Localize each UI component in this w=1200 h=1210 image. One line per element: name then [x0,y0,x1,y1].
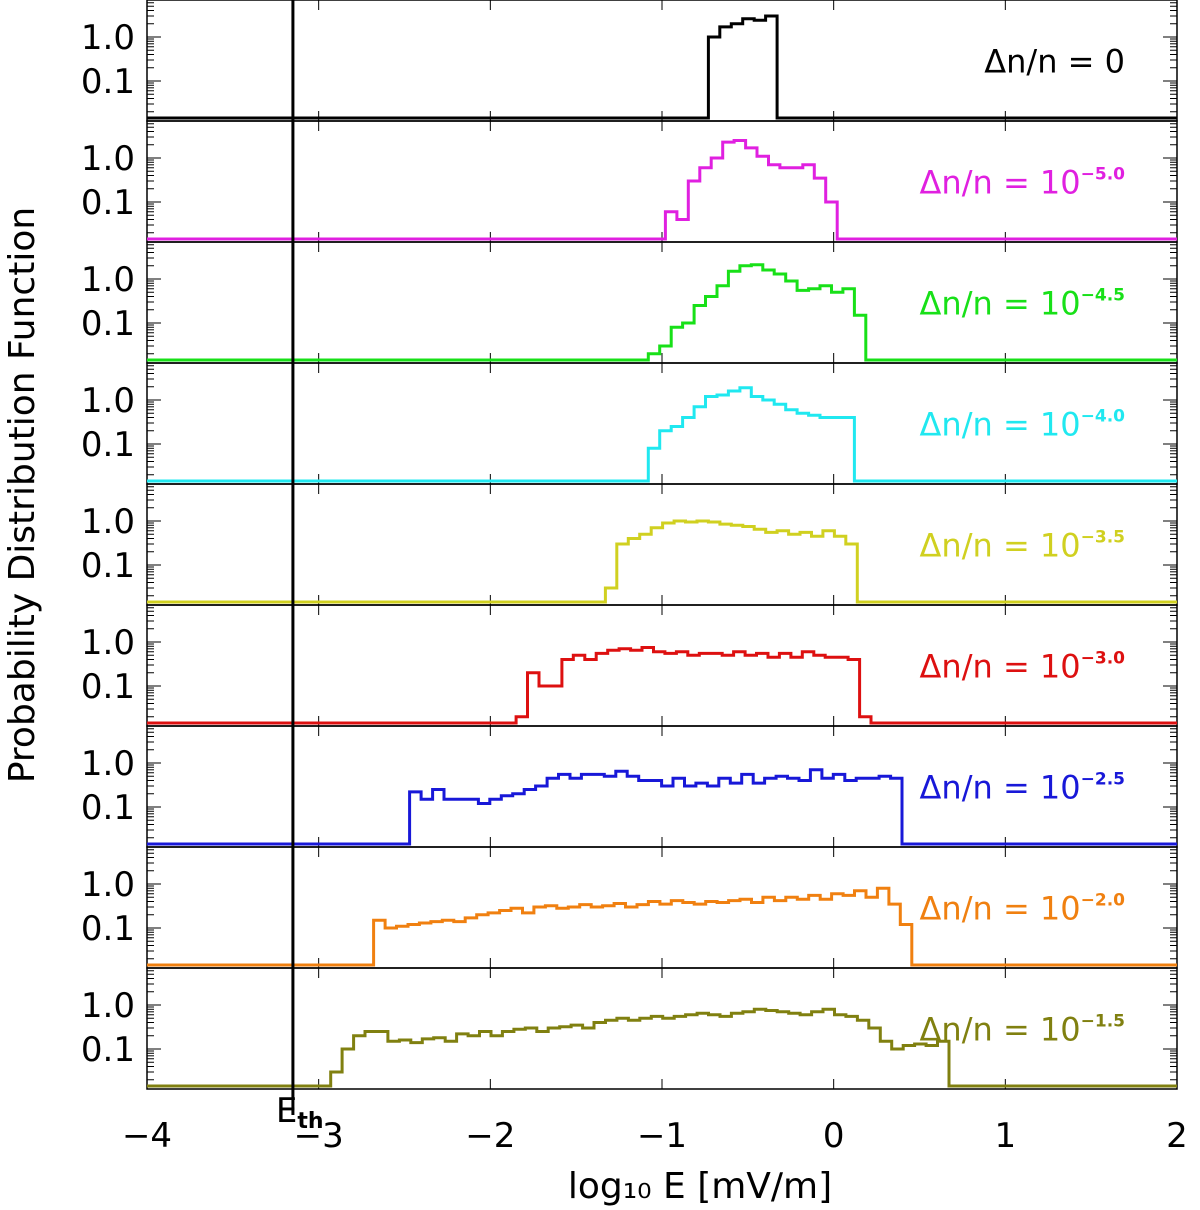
series-label: Δn/n = 10−3.5 [920,527,1125,565]
series-label-exponent: −4.0 [1081,407,1126,427]
y-tick-label: 1.0 [81,986,135,1026]
panel: 1.00.1 Δn/n = 10−4.0 [81,362,1178,485]
series-label: Δn/n = 10−2.5 [920,769,1125,807]
y-tick-label: 1.0 [81,139,135,179]
histogram-series [147,646,1177,725]
panel: 1.00.1 Δn/n = 10−2.0 [81,846,1178,969]
histogram-series [147,14,1177,120]
panel: 1.00.1 Δn/n = 10−1.5 [81,967,1178,1090]
y-tick-label: 0.1 [81,183,135,223]
histogram-series [147,386,1177,483]
y-tick-label: 0.1 [81,909,135,949]
y-tick-label: 0.1 [81,546,135,586]
y-tick-label: 0.1 [81,667,135,707]
panel: 1.00.1 Δn/n = 0 [81,0,1178,122]
series-label-exponent: −3.5 [1081,528,1125,548]
series-label: Δn/n = 10−4.0 [920,406,1126,444]
series-label: Δn/n = 0 [984,43,1125,81]
y-tick-label: 0.1 [81,304,135,344]
x-tick-label: −3 [294,1116,344,1156]
panel: 1.00.1 Δn/n = 10−5.0 [81,120,1178,243]
histogram-series [147,139,1177,241]
panel: 1.00.1 Δn/n = 10−3.0 [81,604,1178,727]
x-tick-label: −4 [122,1116,172,1156]
y-tick-label: 1.0 [81,744,135,784]
y-tick-label: 1.0 [81,865,135,905]
x-tick-label: −1 [637,1116,687,1156]
x-tick-label: 0 [823,1116,845,1156]
y-tick-label: 1.0 [81,260,135,300]
series-label: Δn/n = 10−4.5 [920,285,1125,323]
series-label-exponent: −2.0 [1081,891,1126,911]
histogram-series [147,519,1177,604]
y-tick-label: 0.1 [81,1030,135,1070]
x-axis: −4 −3 −2 −1 0 1 2 [122,1116,1188,1156]
series-label: Δn/n = 10−1.5 [920,1011,1125,1049]
x-tick-label: 2 [1166,1116,1188,1156]
y-tick-label: 0.1 [81,425,135,465]
histogram-series [147,768,1177,846]
histogram-series [147,263,1177,362]
x-tick-label: −2 [465,1116,515,1156]
y-tick-label: 1.0 [81,18,135,58]
panel: 1.00.1 Δn/n = 10−2.5 [81,725,1178,848]
series-label-exponent: −3.0 [1081,649,1126,669]
x-axis-title: log₁₀ E [mV/m] [568,1166,832,1207]
histogram-series [147,886,1177,967]
series-label: Δn/n = 10−5.0 [920,164,1126,202]
series-label-exponent: −2.5 [1081,770,1125,790]
y-axis-title: Probability Distribution Function [2,207,43,783]
threshold-label-subscript: th [297,1109,323,1134]
panel: 1.00.1 Δn/n = 10−3.5 [81,483,1178,606]
series-label-exponent: −4.5 [1081,286,1125,306]
series-label: Δn/n = 10−2.0 [920,890,1126,928]
y-tick-label: 1.0 [81,381,135,421]
y-tick-label: 0.1 [81,788,135,828]
series-label: Δn/n = 10−3.0 [920,648,1126,686]
y-tick-label: 0.1 [81,62,135,102]
series-label-exponent: −1.5 [1081,1012,1125,1032]
x-tick-label: 1 [995,1116,1017,1156]
threshold-label: Eth [276,1091,324,1134]
y-tick-label: 1.0 [81,623,135,663]
histogram-series [147,1007,1177,1088]
panel: 1.00.1 Δn/n = 10−4.5 [81,241,1178,364]
series-label-exponent: −5.0 [1081,165,1126,185]
panels-group: 1.00.1Δn/n = 01.00.1Δn/n = 10−5.01.00.1Δ… [81,0,1178,1090]
y-tick-label: 1.0 [81,502,135,542]
